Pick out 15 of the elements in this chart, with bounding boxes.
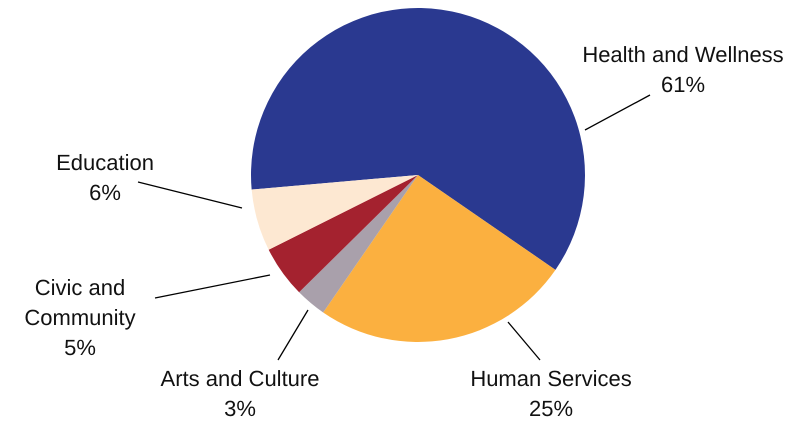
slice-label: Civic and Community <box>24 275 136 330</box>
pie-slice <box>299 175 418 312</box>
data-label: 61% <box>660 72 706 97</box>
data-label: 3% <box>224 396 256 421</box>
slice-label: Human Services <box>470 366 632 391</box>
slice-label: Education <box>56 150 154 175</box>
data-label: 6% <box>89 180 121 205</box>
pie-slice <box>252 175 418 250</box>
pie-slice <box>323 175 556 342</box>
pie-slice <box>268 175 418 292</box>
data-label: 5% <box>64 335 96 360</box>
data-label: 25% <box>528 396 574 421</box>
slice-label: Health and Wellness <box>582 42 784 67</box>
slice-label: Arts and Culture <box>160 366 320 391</box>
pie-slice <box>251 8 585 270</box>
